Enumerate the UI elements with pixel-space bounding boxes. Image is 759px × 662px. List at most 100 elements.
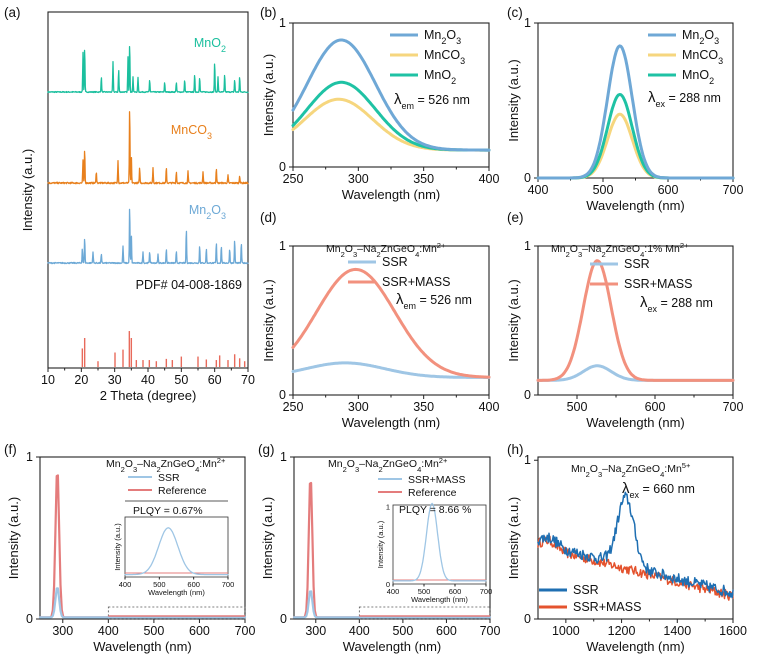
panel-title-part: 2 (378, 465, 382, 474)
inset-y-tick-label: 0 (386, 580, 390, 589)
inset-x-label: Wavelength (nm) (148, 588, 205, 597)
curve-SSR+MASS (291, 267, 491, 379)
panel-label-d: (d) (260, 210, 277, 225)
panel-title: Mn2O3–Na2ZnGeO4:Mn2+ (326, 241, 446, 259)
inset-x-tick-label: 700 (480, 587, 493, 596)
x-tick-label: 400 (528, 183, 549, 197)
xrd-pattern-MnO2 (47, 45, 249, 94)
annotation-sym: λ (640, 294, 648, 311)
x-tick-label: 400 (479, 172, 500, 186)
panel-title-part: 4 (415, 250, 419, 259)
annotation-sub: ex (656, 99, 666, 109)
x-tick-label: 500 (392, 624, 413, 638)
panel-g-plqy: 300 400 500 600 700 0 1 Wavelength (nm) Intensit… (260, 450, 500, 654)
x-tick-label: 20 (74, 373, 88, 387)
xrd-label-Mn2O3-part: O (211, 203, 221, 217)
panel-label-f: (f) (4, 442, 17, 457)
xrd-label-MnCO3-part: MnCO (171, 123, 207, 137)
panel-label-c: (c) (507, 5, 523, 20)
legend-Mn2O3-label-part: 2 (699, 36, 704, 46)
panel-title-part: O (347, 458, 355, 470)
panel-title-part: 2 (601, 250, 605, 259)
x-axis-label: Wavelength (nm) (343, 639, 442, 654)
annotation-sub: em (404, 301, 417, 311)
x-tick-label: 400 (98, 624, 119, 638)
y-tick-label: 0 (524, 612, 531, 626)
y-tick-label: 1 (524, 239, 531, 253)
curve-SSR+MASS (292, 590, 492, 619)
panel-title-part: ZnGeO (381, 243, 415, 255)
curve-SSR (537, 491, 734, 599)
legend-MnCO3-label: MnCO3 (682, 48, 723, 66)
x-tick-label: 500 (567, 400, 588, 414)
inset-y-label: Intensity (a.u.) (113, 523, 122, 571)
panel-title-part: Mn (106, 458, 121, 470)
plot-frame (39, 456, 246, 620)
panel-title: Mn2O3–Na2ZnGeO4:Mn2+ (106, 456, 226, 474)
panel-title-part: –Na (582, 243, 601, 255)
xrd-pattern-MnCO3 (47, 111, 249, 185)
x-tick-label: 350 (413, 172, 434, 186)
x-tick-label: 40 (141, 373, 155, 387)
legend-MnCO3-label-part: MnCO (424, 48, 460, 62)
x-tick-label: 350 (413, 400, 434, 414)
inset-x-label: Wavelength (nm) (411, 595, 468, 604)
x-tick-label: 500 (143, 624, 164, 638)
curve-Mn2O3 (291, 38, 491, 152)
x-tick-label: 300 (305, 624, 326, 638)
legend-Mn2O3-label-part: 2 (441, 36, 446, 46)
x-tick-label: 70 (241, 373, 255, 387)
x-tick-label: 300 (348, 400, 369, 414)
legend-Mn2O3-label: Mn2O3 (424, 28, 461, 46)
panel-title-part: 2+ (437, 241, 446, 250)
curve-SSR (291, 361, 491, 379)
x-tick-label: 300 (52, 624, 73, 638)
panel-label-b: (b) (260, 5, 277, 20)
xrd-label-MnCO3: MnCO3 (171, 123, 212, 141)
legend-MnO2-label-part: MnO (424, 68, 451, 82)
x-tick-label: 600 (189, 624, 210, 638)
curve-MnO2 (536, 93, 735, 180)
zoom-region (107, 606, 246, 620)
legend-SSR-label: SSR (158, 472, 180, 484)
panel-title-part: 4 (640, 250, 644, 259)
panel-title-part: 3 (598, 470, 602, 479)
inset-y-tick-label: 1 (386, 503, 390, 512)
x-tick-label: 700 (723, 400, 744, 414)
panel-title-part: 2 (621, 470, 625, 479)
inset-x-tick-label: 400 (119, 580, 132, 589)
plqy-label: PLQY = 0.67% (133, 505, 203, 517)
xrd-label-MnO2: MnO2 (194, 36, 226, 54)
y-tick-label: 1 (280, 450, 287, 464)
x-axis-label: Wavelength (nm) (586, 415, 685, 430)
legend-SSR-label: SSR (573, 583, 599, 597)
x-axis-label: 2 Theta (degree) (100, 388, 197, 403)
panel-title-part: O (345, 243, 353, 255)
y-tick-label: 0 (524, 171, 531, 185)
plot-frame (47, 11, 249, 369)
annotation: λex = 288 nm (648, 89, 721, 109)
panel-h-nir: 1000 1200 1400 1600 0 1 Wavelength (nm) Intensi… (506, 453, 747, 654)
y-tick-label: 1 (279, 16, 286, 30)
x-tick-label: 600 (436, 624, 457, 638)
x-tick-label: 1400 (663, 624, 691, 638)
panel-title-part: 4 (195, 465, 199, 474)
inset-x-tick-label: 700 (222, 580, 235, 589)
y-axis-label: Intensity (a.u.) (506, 497, 521, 579)
curve-Mn2O3 (536, 44, 735, 180)
y-tick-label: 0 (279, 388, 286, 402)
panel-title-part: –Na (137, 458, 156, 470)
x-tick-label: 50 (174, 373, 188, 387)
panel-label-g: (g) (258, 442, 275, 457)
x-tick-label: 10 (41, 373, 55, 387)
legend-Reference-label: Reference (158, 485, 207, 497)
panel-title-part: ZnGeO (606, 243, 640, 255)
legend-SSR-label: SSR (382, 255, 408, 269)
y-axis-label: Intensity (a.u.) (260, 497, 275, 579)
panel-title: Mn2O3–Na2ZnGeO4:Mn5+ (571, 461, 691, 479)
panel-title-part: 2 (341, 250, 345, 259)
xrd-label-MnCO3-part: 3 (207, 131, 212, 141)
annotation: λex = 660 nm (622, 480, 695, 500)
inset-x-tick-label: 600 (449, 587, 462, 596)
